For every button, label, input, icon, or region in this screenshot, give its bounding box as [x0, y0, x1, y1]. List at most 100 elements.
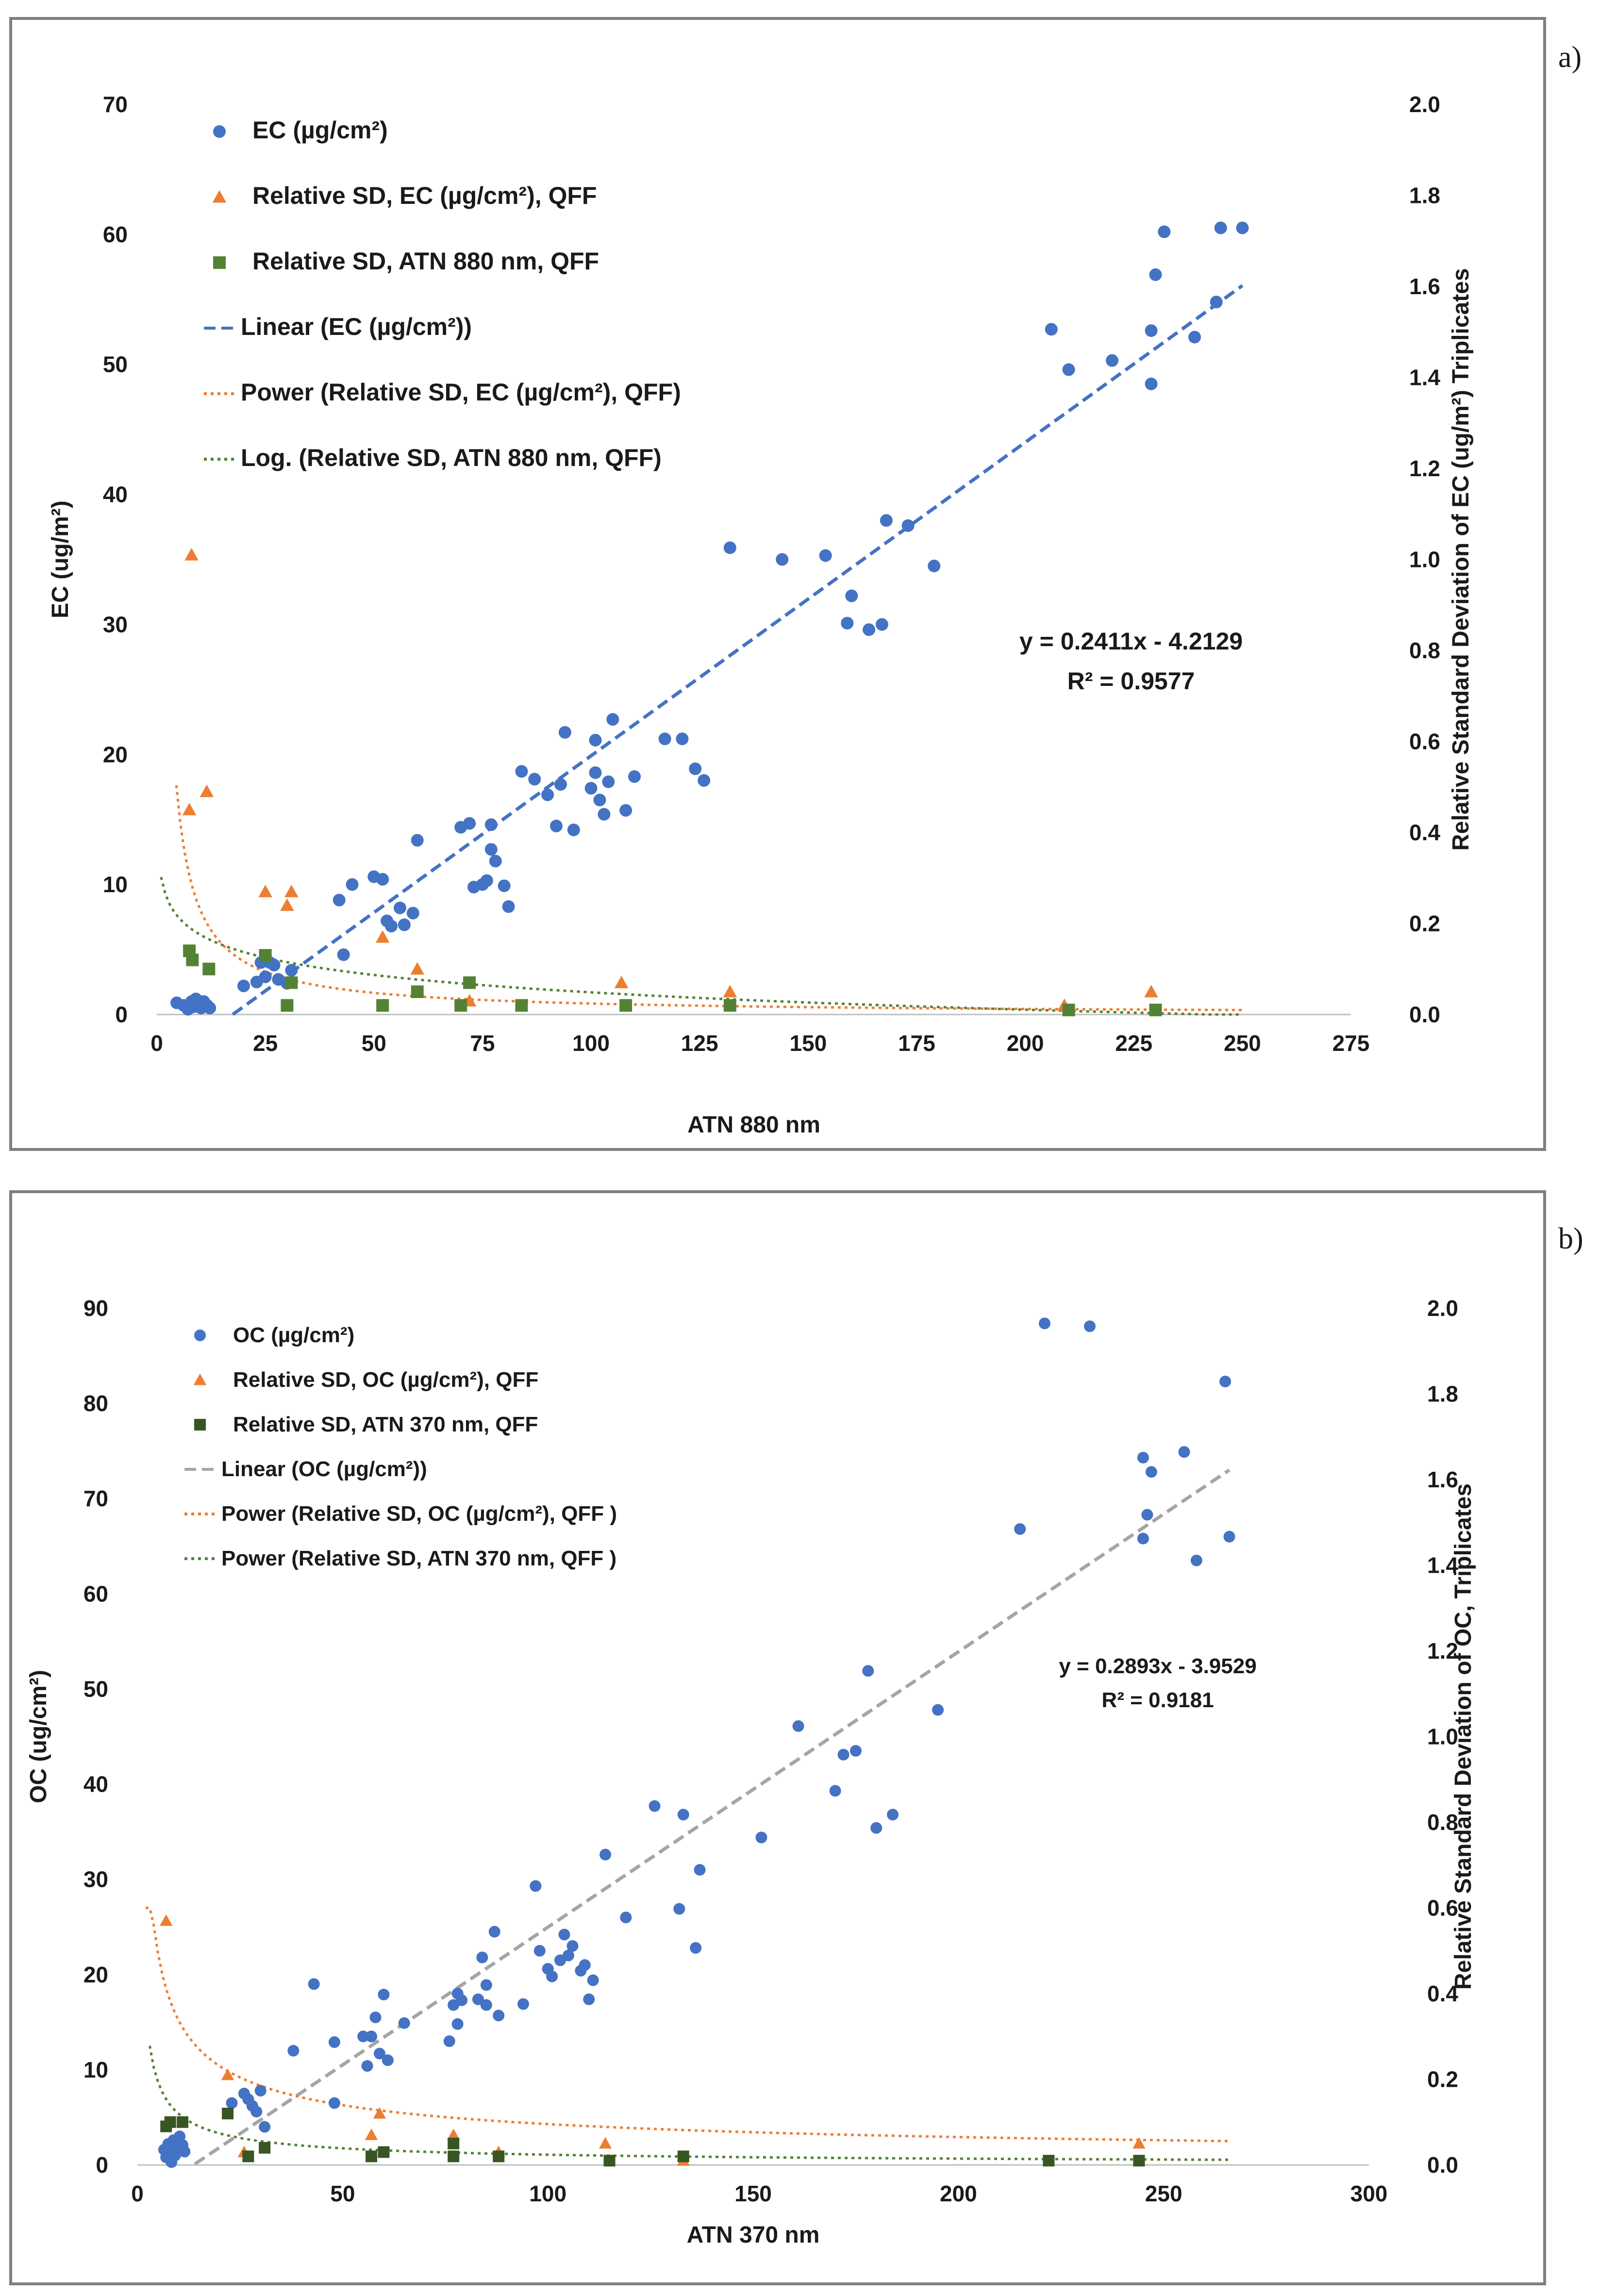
chart-a-circle-point: [602, 775, 615, 788]
chart-a-x-tick-label: 0: [150, 1031, 163, 1056]
chart-b-circle-point: [328, 2097, 340, 2109]
chart-a-square-point: [202, 963, 216, 976]
panel-b-label: b): [1558, 1222, 1583, 1255]
chart-a-x-tick-label: 225: [1115, 1031, 1152, 1056]
chart-b-circle-point: [690, 1942, 702, 1954]
chart-b-circle-point: [849, 1745, 862, 1757]
chart-b-circle-point: [932, 1704, 944, 1716]
chart-b-x-tick-label: 250: [1145, 2181, 1183, 2206]
chart-a-y-left-tick-label: 70: [103, 92, 128, 117]
chart-a-circle-point: [776, 553, 789, 566]
chart-a-circle-point: [393, 901, 406, 915]
chart-a-y-right-axis-title: Relative Standard Deviation of EC (ug/m²…: [1448, 268, 1474, 850]
chart-b-y-right-tick-label: 0.6: [1427, 1896, 1458, 1921]
chart-b-legend-marker: [194, 1330, 206, 1341]
chart-a-circle-point: [875, 618, 888, 631]
chart-b-y-right-axis-title: Relative Standard Deviation of OC, Tripl…: [1450, 1483, 1476, 1990]
chart-a-y-right-tick-label: 1.6: [1409, 274, 1440, 299]
chart-a-y-right-tick-label: 1.8: [1409, 183, 1440, 208]
chart-a-circle-point: [841, 616, 854, 630]
chart-b-y-left-tick-label: 40: [83, 1772, 108, 1797]
chart-b-circle-point: [254, 2085, 266, 2097]
chart-b-circle-point: [600, 1848, 612, 1861]
chart-b-y-right-tick-label: 0.8: [1427, 1810, 1458, 1835]
chart-a-triangle-point: [184, 548, 199, 561]
chart-b-square-point: [222, 2108, 234, 2120]
chart-a-circle-point: [723, 541, 736, 554]
chart-a-y-left-tick-label: 20: [103, 742, 128, 767]
chart-b-x-tick-label: 100: [529, 2181, 566, 2206]
chart-b-x-tick-label: 0: [131, 2181, 144, 2206]
chart-a-square-point: [285, 976, 298, 989]
chart-a-x-tick-label: 150: [789, 1031, 827, 1056]
chart-b-triangle-point: [1133, 2137, 1146, 2149]
chart-b-circle-point: [226, 2097, 238, 2109]
chart-b-x-tick-label: 300: [1350, 2181, 1388, 2206]
chart-b-x-tick-label: 200: [940, 2181, 977, 2206]
chart-b-circle-point: [1190, 1554, 1202, 1566]
chart-b-square-point: [378, 2146, 390, 2158]
chart-b-legend-item: Linear (OC (µg/cm²)): [221, 1457, 427, 1481]
chart-a-legend-item: Relative SD, EC (µg/cm²), QFF: [252, 182, 597, 209]
panel-a-frame: [9, 17, 1546, 1151]
chart-a-y-right-tick-label: 0.0: [1409, 1002, 1440, 1027]
chart-b-circle-point: [673, 1903, 685, 1915]
chart-b-circle-point: [369, 2012, 382, 2024]
chart-a-x-tick-label: 200: [1007, 1031, 1044, 1056]
chart-a-x-tick-label: 125: [681, 1031, 718, 1056]
chart-a-circle-point: [584, 782, 598, 795]
panel-b-frame: [9, 1190, 1546, 2285]
chart-a-circle-point: [558, 726, 571, 739]
chart-a-y-left-tick-label: 10: [103, 872, 128, 897]
chart-a-circle-point: [567, 823, 580, 836]
chart-b-circle-point: [546, 1970, 558, 1982]
chart-b-y-left-tick-label: 0: [96, 2152, 108, 2178]
chart-b-circle-point: [1178, 1446, 1190, 1458]
chart-b-y-right-tick-label: 2.0: [1427, 1296, 1458, 1321]
chart-a-circle-point: [1210, 296, 1223, 309]
chart-a-circle-point: [658, 732, 671, 746]
chart-b-circle-point: [1145, 1466, 1157, 1478]
chart-b-circle-point: [398, 2017, 410, 2029]
chart-b-y-left-tick-label: 20: [83, 1962, 108, 1987]
chart-b-triangle-point: [221, 2068, 234, 2080]
chart-b-square-point: [366, 2150, 378, 2163]
chart-b-square-point: [259, 2142, 271, 2154]
chart-b-circle-point: [357, 2030, 369, 2043]
chart-a-square-point: [723, 999, 736, 1012]
chart-a-legend-item: Relative SD, ATN 880 nm, QFF: [252, 248, 599, 275]
chart-a-circle-point: [398, 918, 411, 932]
chart-a-y-right-tick-label: 0.2: [1409, 911, 1440, 936]
chart-a-triangle-point: [284, 884, 299, 898]
chart-a-circle-point: [689, 762, 702, 775]
chart-a-triangle-point: [182, 802, 197, 815]
chart-a-square-point: [1062, 1003, 1075, 1016]
chart-a-circle-point: [1158, 225, 1171, 238]
chart-b-legend-item: Power (Relative SD, OC (µg/cm²), QFF ): [221, 1502, 617, 1526]
chart-a-circle-point: [845, 589, 858, 602]
chart-b-circle-point: [373, 2047, 385, 2060]
chart-b-circle-point: [587, 1974, 599, 1986]
chart-a-square-point: [281, 999, 294, 1012]
chart-a-x-tick-label: 250: [1224, 1031, 1261, 1056]
chart-a-circle-point: [598, 808, 611, 821]
chart-a-circle-point: [554, 778, 567, 791]
chart-a-circle-point: [550, 819, 563, 832]
chart-a-legend-marker: [212, 190, 227, 203]
chart-b-square-point: [493, 2150, 505, 2163]
panel-a-label: a): [1558, 41, 1582, 74]
chart-a-circle-point: [1188, 331, 1201, 344]
chart-a-legend-marker: [213, 125, 226, 138]
chart-a-circle-point: [589, 733, 602, 747]
chart-a-circle-point: [1145, 324, 1158, 337]
chart-b-y-right-tick-label: 1.6: [1427, 1467, 1458, 1492]
chart-a-y-left-tick-label: 60: [103, 222, 128, 247]
chart-b-legend-item: Relative SD, OC (µg/cm²), QFF: [233, 1368, 538, 1392]
chart-a-circle-point: [1236, 221, 1249, 234]
chart-a-circle-point: [267, 959, 281, 972]
chart-b-x-tick-label: 150: [734, 2181, 772, 2206]
chart-b-circle-point: [649, 1800, 661, 1812]
chart-b-circle-point: [443, 2035, 455, 2047]
chart-b-square-point: [677, 2150, 689, 2163]
chart-b-circle-point: [456, 1994, 468, 2006]
